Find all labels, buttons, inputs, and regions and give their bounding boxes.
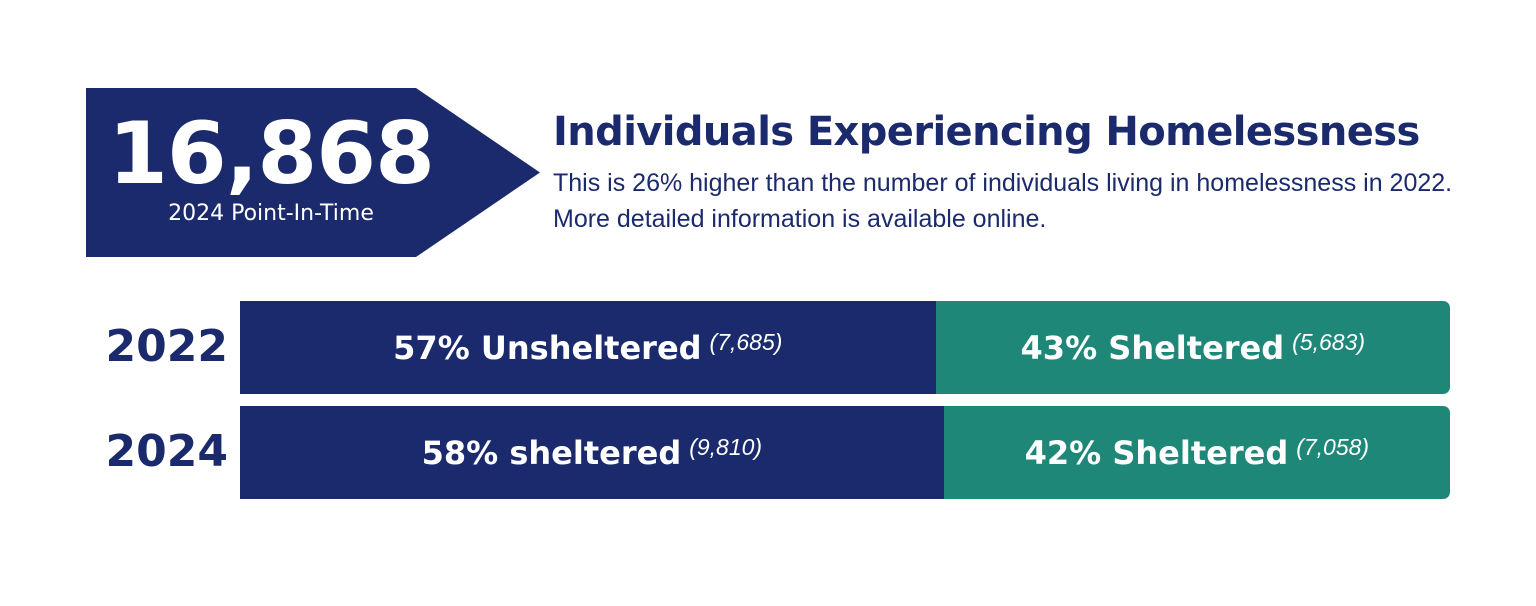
- year-label-2022: 2022: [105, 321, 228, 372]
- segment-count: (7,058): [1296, 433, 1370, 460]
- bar-segment-unsheltered-2024: 58% sheltered (9,810): [240, 406, 944, 499]
- segment-label: 57% Unsheltered: [393, 328, 702, 367]
- segment-count: (5,683): [1292, 328, 1366, 355]
- year-label-2024: 2024: [105, 426, 228, 477]
- arrow-badge-shape: [86, 88, 540, 257]
- bar-segment-unsheltered-2022: 57% Unsheltered (7,685): [240, 301, 936, 394]
- total-count-caption: 2024 Point-In-Time: [168, 201, 374, 226]
- bar-row-2024: 58% sheltered (9,810) 42% Sheltered (7,058): [240, 406, 1450, 499]
- bar-segment-sheltered-2024: 42% Sheltered (7,058): [943, 406, 1450, 499]
- segment-count: (7,685): [709, 328, 783, 355]
- total-count-number: 16,868: [108, 104, 435, 204]
- page-description: This is 26% higher than the number of in…: [553, 169, 1453, 233]
- segment-count: (9,810): [689, 433, 763, 460]
- segment-label: 42% Sheltered: [1024, 433, 1289, 472]
- total-count-badge: 16,868 2024 Point-In-Time: [86, 88, 540, 257]
- segment-label: 58% sheltered: [421, 433, 682, 472]
- page-title: Individuals Experiencing Homelessness: [553, 109, 1420, 155]
- bar-segment-sheltered-2022: 43% Sheltered (5,683): [935, 301, 1450, 394]
- bar-row-2022: 57% Unsheltered (7,685) 43% Sheltered (5,68…: [240, 301, 1450, 394]
- segment-label: 43% Sheltered: [1020, 328, 1285, 367]
